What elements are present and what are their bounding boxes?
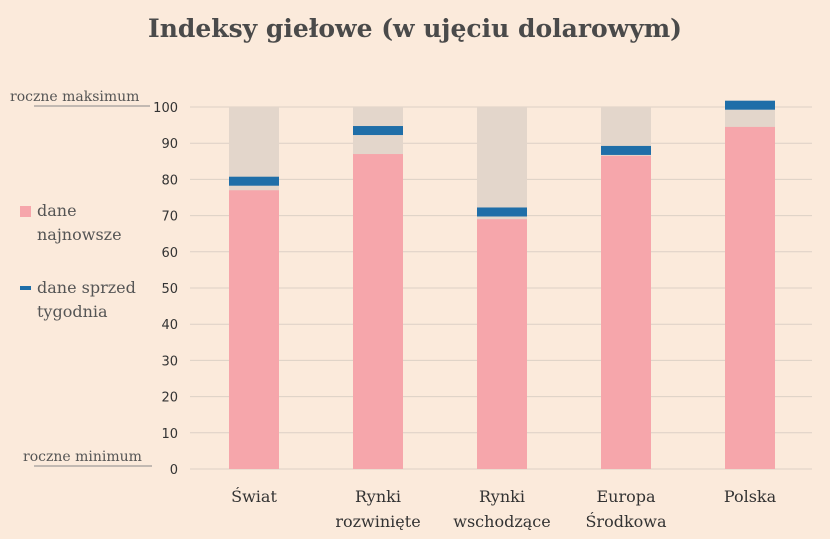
bars <box>229 100 775 469</box>
annual-min-label: roczne minimum <box>23 449 142 465</box>
x-axis-categories: Świat Rynki rozwinięte Rynki wschodzące Europ… <box>231 486 776 531</box>
y-tick-label: 10 <box>161 427 178 442</box>
y-tick-label: 40 <box>161 318 178 333</box>
annual-max-label: roczne maksimum <box>10 89 139 105</box>
previous-week-marker <box>477 207 527 217</box>
previous-week-marker <box>601 145 651 155</box>
legend-latest: dane najnowsze <box>20 199 122 247</box>
latest-value-bar <box>601 155 651 469</box>
legend-latest-label: dane najnowsze <box>37 201 122 244</box>
category-label: Środkowa <box>585 511 667 531</box>
y-tick-label: 70 <box>161 210 178 225</box>
y-axis-ticks: 0 10 20 30 40 50 60 70 80 90 100 <box>153 101 178 478</box>
axis-annotations: roczne maksimum roczne minimum <box>10 89 152 467</box>
legend-latest-swatch <box>20 206 31 217</box>
latest-value-bar <box>353 154 403 469</box>
previous-week-marker <box>725 100 775 110</box>
y-tick-label: 20 <box>161 391 178 406</box>
previous-week-marker <box>229 176 279 186</box>
category-label: Świat <box>231 486 277 506</box>
category-label: Rynki <box>355 487 401 506</box>
category-label: rozwinięte <box>335 512 420 531</box>
legend-previous: dane sprzed tygodnia <box>20 276 136 324</box>
category-label: wschodzące <box>453 512 550 531</box>
chart-title: Indeksy giełowe (w ujęciu dolarowym) <box>148 14 682 43</box>
legend-previous-swatch <box>20 286 31 290</box>
y-tick-label: 0 <box>170 463 178 478</box>
y-tick-label: 30 <box>161 354 178 369</box>
y-tick-label: 80 <box>161 173 178 188</box>
y-tick-label: 100 <box>153 101 178 116</box>
legend-previous-label: dane sprzed tygodnia <box>37 278 136 321</box>
latest-value-bar <box>229 190 279 469</box>
latest-value-bar <box>725 126 775 469</box>
latest-value-bar <box>477 219 527 469</box>
previous-week-marker <box>353 126 403 136</box>
y-tick-label: 90 <box>161 137 178 152</box>
category-label: Polska <box>724 487 777 506</box>
category-label: Rynki <box>479 487 525 506</box>
y-tick-label: 50 <box>161 282 178 297</box>
y-tick-label: 60 <box>161 246 178 261</box>
category-label: Europa <box>596 487 656 506</box>
